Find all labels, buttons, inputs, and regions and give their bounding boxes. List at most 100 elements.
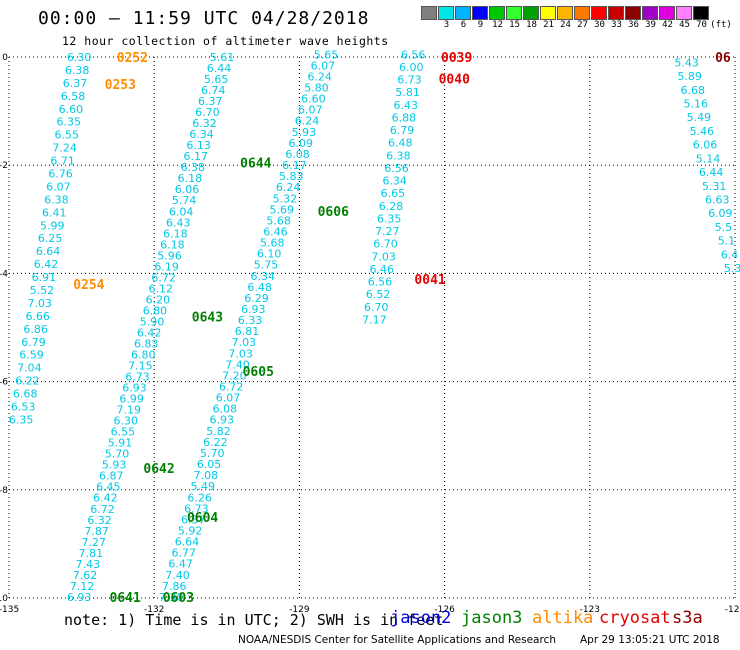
- swh-value: 6.24: [307, 70, 332, 83]
- swh-value: 6.18: [160, 238, 185, 251]
- pass-time-label: 0642: [143, 462, 174, 477]
- swh-value: 6.71: [50, 155, 75, 168]
- swh-value: 6.19: [154, 260, 179, 273]
- swh-value: 6.28: [379, 200, 404, 213]
- swh-value: 5.16: [684, 98, 709, 111]
- swh-value: 5.68: [260, 237, 285, 250]
- swh-value: 6.43: [166, 216, 191, 229]
- swh-value: 6.34: [189, 128, 214, 141]
- legend-swatch: [455, 6, 471, 20]
- swh-value: 5.82: [206, 425, 231, 438]
- legend-swatch: [506, 6, 522, 20]
- swh-value: 6.80: [143, 304, 168, 317]
- swh-value: 5.74: [172, 194, 197, 207]
- swh-value: 6.17: [282, 159, 307, 172]
- swh-value: 6.48: [388, 137, 413, 150]
- swh-value: 7.27: [375, 225, 400, 238]
- swh-value: 5.65: [204, 73, 229, 86]
- swh-value: 5.93: [292, 126, 317, 139]
- swh-value: 6.42: [137, 326, 162, 339]
- map-title: 00:00 – 11:59 UTC 04/28/2018: [38, 8, 370, 29]
- swh-value: 6.25: [38, 232, 63, 245]
- swh-value: 6.00: [399, 61, 424, 74]
- swh-value: 5.46: [690, 125, 715, 138]
- swh-value: 6.59: [19, 349, 44, 362]
- legend-swatch: [642, 6, 658, 20]
- swh-value: 6.18: [178, 172, 203, 185]
- swh-value: 5.5: [715, 221, 733, 234]
- pass-time-label: 0253: [105, 78, 136, 93]
- swh-value: 5.96: [157, 249, 182, 262]
- legend-swatch: [557, 6, 573, 20]
- swh-value: 6.09: [288, 137, 313, 150]
- satellite-legend-jason3: jason3: [461, 608, 523, 628]
- pass-time-label: 06: [715, 51, 731, 66]
- swh-value: 6.20: [146, 293, 171, 306]
- legend-swatch: [489, 6, 505, 20]
- swh-value: 6.30: [67, 51, 92, 64]
- pass-time-label: 0603: [163, 591, 194, 606]
- map-subtitle: 12 hour collection of altimeter wave hei…: [62, 34, 389, 48]
- swh-value: 6.30: [114, 415, 139, 428]
- swh-value: 6.33: [238, 314, 263, 327]
- swh-value: 6.06: [693, 139, 718, 152]
- swh-value: 5.99: [40, 219, 65, 232]
- swh-value: 6.80: [131, 349, 156, 362]
- swh-value: 5.65: [314, 48, 339, 61]
- swh-value: 5.3: [724, 262, 740, 275]
- pass-time-label: 0040: [439, 73, 470, 88]
- legend-swatch: [591, 6, 607, 20]
- pass-time-label: 0641: [110, 591, 141, 606]
- swh-value: 6.65: [381, 187, 406, 200]
- swh-value: 6.04: [169, 205, 194, 218]
- swh-value: 6.37: [198, 95, 223, 108]
- swh-value: 6.86: [23, 323, 48, 336]
- swh-value: 6.34: [251, 270, 276, 283]
- swh-value: 5.81: [395, 86, 420, 99]
- swh-value: 6.06: [175, 183, 200, 196]
- swh-value: 6.74: [201, 84, 226, 97]
- swh-value: 5.43: [674, 56, 699, 69]
- legend-swatch: [574, 6, 590, 20]
- swh-value: 5.31: [702, 180, 727, 193]
- legend-tick-label: 45: [679, 20, 690, 30]
- lat-tick-label: 0: [2, 53, 8, 63]
- swh-value: 6.83: [134, 337, 159, 350]
- swh-value: 5.1: [718, 235, 736, 248]
- legend-tick-label: 15: [509, 20, 520, 30]
- legend-swatch: [625, 6, 641, 20]
- swh-value: 6.08: [213, 403, 238, 416]
- legend-swatch: [421, 6, 437, 20]
- swh-value: 5.83: [279, 170, 304, 183]
- swh-value: 6.70: [373, 238, 398, 251]
- swh-value: 5.49: [687, 111, 712, 124]
- units-note: note: 1) Time is in UTC; 2) SWH is in fe…: [64, 611, 444, 629]
- swh-value: 5.70: [200, 447, 225, 460]
- swh-value: 7.03: [28, 297, 53, 310]
- swh-value: 6.38: [44, 193, 69, 206]
- swh-value: 6.17: [183, 150, 208, 163]
- swh-value: 7.03: [228, 347, 253, 360]
- swh-value: 7.30: [159, 591, 184, 604]
- swh-value: 6.07: [216, 392, 241, 405]
- swh-value: 6.72: [151, 271, 176, 284]
- swh-value: 6.72: [219, 381, 244, 394]
- lon-tick-label: -135: [0, 605, 19, 615]
- swh-value: 7.87: [84, 525, 109, 538]
- swh-value: 6.60: [301, 93, 326, 106]
- swh-value: 6.32: [192, 117, 217, 130]
- swh-value: 6.07: [298, 104, 323, 117]
- legend-swatch: [693, 6, 709, 20]
- color-legend: 3 6 9 12 15 18 21 24 27 30 33 36 39 42 45 70 (ft): [421, 6, 732, 30]
- swh-value: 6.91: [32, 271, 57, 284]
- generated-timestamp: Apr 29 13:05:21 UTC 2018: [580, 634, 720, 646]
- swh-value: 5.90: [140, 315, 165, 328]
- swh-value: 5.49: [190, 480, 215, 493]
- swh-value: 5.14: [696, 152, 721, 165]
- swh-value: 6.66: [25, 310, 50, 323]
- satellite-legend-altika: altika: [532, 608, 594, 628]
- swh-value: 5.32: [273, 192, 298, 205]
- legend-tick-label: 18: [526, 20, 537, 30]
- swh-value: 6.35: [57, 116, 82, 129]
- swh-value: 6.09: [708, 207, 733, 220]
